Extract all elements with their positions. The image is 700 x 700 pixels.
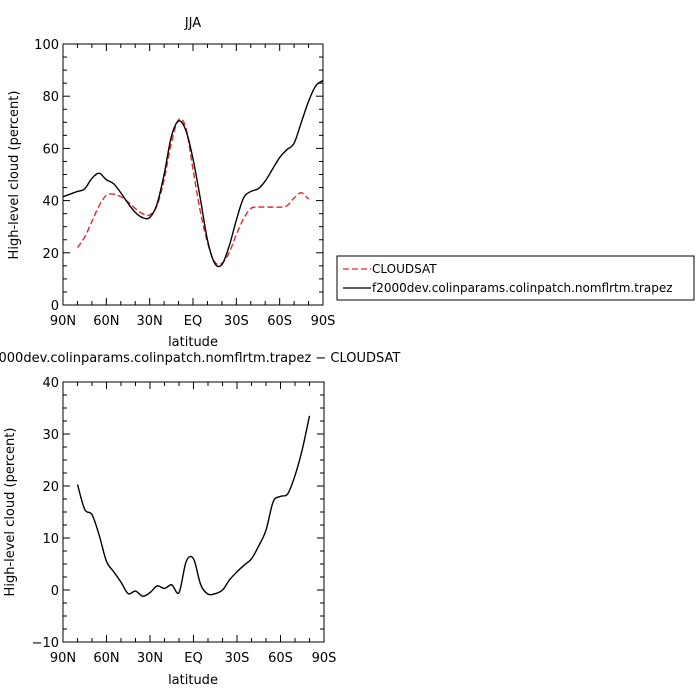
chart-top-y-tick-label: 40 <box>42 195 59 210</box>
chart-bottom-y-tick-label: 10 <box>42 532 59 547</box>
legend-box <box>336 255 695 301</box>
chart-top-series-line-0 <box>76 117 310 266</box>
chart-bottom-y-tick-label: −10 <box>32 636 59 651</box>
chart-bottom-title: f2000dev.colinparams.colinpatch.nomflrtm… <box>0 351 400 366</box>
chart-bottom-frame <box>62 381 325 643</box>
chart-top-y-tick-label: 0 <box>51 299 59 314</box>
chart-top-x-axis-title: latitude <box>168 335 218 350</box>
chart-bottom-x-tick-label: 60N <box>93 651 119 666</box>
chart-bottom: f2000dev.colinparams.colinpatch.nomflrtm… <box>0 351 400 688</box>
chart-top-y-tick-label: 100 <box>34 38 59 53</box>
chart-bottom-x-tick-label: 90S <box>312 651 337 666</box>
chart-top-x-axis: 90N 60N 30N EQ 30S 60S 90S <box>50 44 336 329</box>
chart-top-x-tick-label: 90S <box>311 314 336 329</box>
chart-top-y-tick-label: 20 <box>42 247 59 262</box>
chart-top-y-tick-label: 80 <box>42 90 59 105</box>
chart-top-x-tick-label: EQ <box>184 314 202 329</box>
chart-top-x-tick-label: 90N <box>50 314 76 329</box>
chart-bottom-x-tick-label: 90N <box>50 651 76 666</box>
chart-bottom-y-tick-label: 20 <box>42 480 59 495</box>
legend-label-cloudsat: CLOUDSAT <box>372 262 437 276</box>
chart-top-x-tick-label: 30N <box>137 314 163 329</box>
chart-top-plot-area <box>62 79 324 268</box>
legend: CLOUDSAT f2000dev.colinparams.colinpatch… <box>336 255 695 301</box>
chart-top-y-axis: 0 20 40 60 80 100 <box>34 38 323 314</box>
chart-bottom-y-tick-label: 40 <box>42 376 59 391</box>
chart-bottom-x-tick-label: 30S <box>225 651 250 666</box>
chart-top: JJA 0 20 40 60 80 100 90N 60N 30N EQ 30S 60S 90S la… <box>7 16 335 350</box>
chart-top-x-tick-label: 60N <box>93 314 119 329</box>
chart-top-series-line-1 <box>62 79 324 268</box>
chart-bottom-x-axis-title: latitude <box>168 673 218 688</box>
chart-bottom-y-tick-label: 30 <box>42 428 59 443</box>
chart-bottom-x-tick-label: 30N <box>137 651 163 666</box>
chart-bottom-x-tick-label: 60S <box>268 651 293 666</box>
chart-bottom-series-line-0 <box>76 415 311 597</box>
chart-top-x-tick-label: 30S <box>224 314 249 329</box>
chart-bottom-plot-area <box>76 415 311 597</box>
chart-bottom-y-tick-label: 0 <box>51 584 59 599</box>
chart-bottom-y-axis-title: High-level cloud (percent) <box>3 428 18 597</box>
chart-top-y-tick-label: 60 <box>42 142 59 157</box>
chart-bottom-y-axis: −10 0 10 20 30 40 <box>32 376 324 651</box>
legend-label-model: f2000dev.colinparams.colinpatch.nomflrtm… <box>372 281 673 295</box>
chart-bottom-x-axis: 90N 60N 30N EQ 30S 60S 90S <box>50 382 337 666</box>
chart-bottom-x-tick-label: EQ <box>184 651 202 666</box>
chart-top-y-axis-title: High-level cloud (percent) <box>7 91 22 260</box>
chart-top-title: JJA <box>184 16 201 31</box>
chart-top-x-tick-label: 60S <box>267 314 292 329</box>
